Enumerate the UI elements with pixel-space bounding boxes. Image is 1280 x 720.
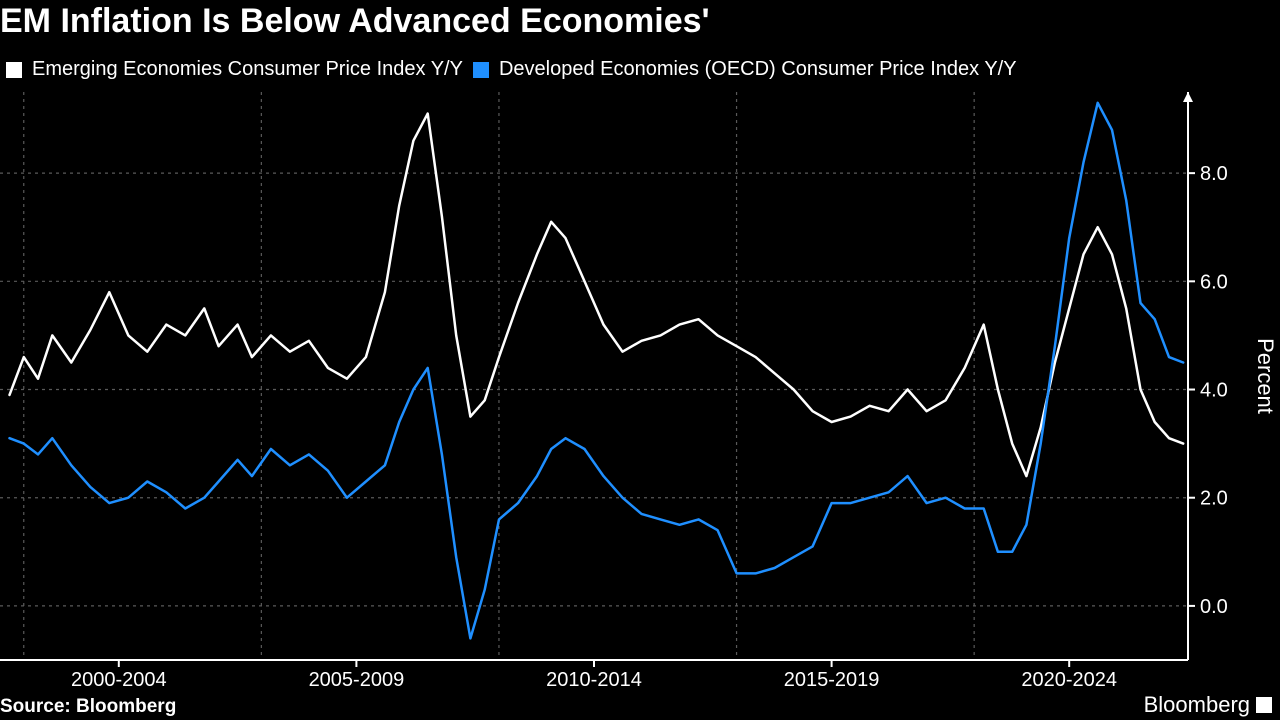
- y-tick-label: 2.0: [1200, 488, 1228, 510]
- legend-label-1: Developed Economies (OECD) Consumer Pric…: [499, 58, 1017, 81]
- legend: Emerging Economies Consumer Price Index …: [6, 58, 1017, 81]
- chart-plot: 0.0 2.0 4.0 6.0 8.0 2000-2004 2005-2009 2010-2…: [0, 92, 1280, 692]
- x-tick-label: 2010-2014: [546, 669, 642, 691]
- brand-icon: [1256, 697, 1272, 713]
- gridlines: [0, 92, 1188, 660]
- y-axis-title: Percent: [1253, 338, 1278, 414]
- line-series: [10, 103, 1184, 639]
- x-tick-label: 2015-2019: [784, 669, 880, 691]
- x-tick-label: 2000-2004: [71, 669, 167, 691]
- y-tick-label: 8.0: [1200, 163, 1228, 185]
- source-attribution: Source: Bloomberg: [0, 696, 176, 718]
- chart-root: EM Inflation Is Below Advanced Economies…: [0, 0, 1280, 720]
- brand: Bloomberg: [1144, 692, 1272, 718]
- y-ticks: 0.0 2.0 4.0 6.0 8.0: [1188, 163, 1228, 618]
- x-tick-label: 2020-2024: [1021, 669, 1117, 691]
- legend-label-0: Emerging Economies Consumer Price Index …: [32, 58, 463, 81]
- brand-label: Bloomberg: [1144, 692, 1250, 718]
- y-tick-label: 4.0: [1200, 380, 1228, 402]
- chart-title: EM Inflation Is Below Advanced Economies…: [0, 2, 710, 41]
- legend-swatch-1: [473, 62, 489, 78]
- y-tick-label: 6.0: [1200, 271, 1228, 293]
- axes: [0, 92, 1193, 660]
- y-axis-title-group: Percent: [1253, 338, 1278, 414]
- y-tick-label: 0.0: [1200, 596, 1228, 618]
- x-tick-label: 2005-2009: [309, 669, 405, 691]
- x-ticks: 2000-2004 2005-2009 2010-2014 2015-2019 2020…: [71, 660, 1117, 691]
- legend-swatch-0: [6, 62, 22, 78]
